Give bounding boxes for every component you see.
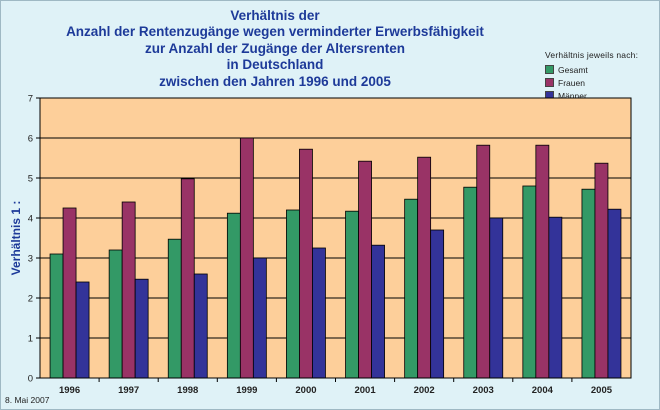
- y-axis-label: Verhältnis 1 :: [9, 201, 23, 276]
- bar-maenner-2005: [607, 208, 622, 379]
- x-tick-label: 1998: [177, 385, 198, 396]
- legend-label-frauen: Frauen: [558, 77, 585, 88]
- bar-gesamt-1997: [108, 249, 123, 379]
- legend-label-maenner: Männer: [558, 90, 587, 101]
- x-tick-label: 2001: [354, 385, 376, 396]
- title-line-2: Anzahl der Rentenzugänge wegen verminder…: [66, 24, 484, 40]
- date-footer: 8. Mai 2007: [5, 395, 50, 405]
- title-line-5: zwischen den Jahren 1996 und 2005: [159, 73, 391, 89]
- x-tick-label: 2003: [473, 385, 494, 396]
- bar-maenner-1996: [75, 281, 90, 379]
- legend-entry-gesamt: Gesamt: [545, 63, 655, 76]
- title-line-1: Verhältnis der: [230, 8, 320, 23]
- title-line-3: zur Anzahl der Zugänge der Altersrenten: [144, 40, 406, 56]
- legend-heading: Verhältnis jeweils nach:: [545, 50, 639, 60]
- x-tick-label: 2005: [591, 385, 613, 396]
- y-tick-label: 2: [28, 294, 33, 305]
- y-tick-label: 5: [28, 174, 33, 185]
- legend-swatch-gesamt: [545, 65, 554, 74]
- bar-frauen-1998: [180, 178, 195, 379]
- bar-gesamt-1998: [167, 238, 182, 379]
- chart-title: Verhältnis der Anzahl der Rentenzugänge …: [60, 8, 490, 90]
- bar-gesamt-2005: [581, 188, 596, 379]
- bar-gesamt-2002: [404, 198, 419, 379]
- bar-gesamt-2001: [345, 210, 359, 379]
- bar-frauen-2002: [417, 156, 432, 379]
- legend-entry-frauen: Frauen: [545, 76, 655, 89]
- bar-gesamt-2004: [522, 185, 537, 379]
- bar-gesamt-1996: [49, 253, 64, 379]
- x-tick-label: 1997: [118, 385, 139, 396]
- x-tick-label: 1999: [236, 385, 257, 396]
- x-tick-label: 2002: [414, 385, 435, 396]
- bar-gesamt-2003: [463, 186, 478, 379]
- bar-frauen-2000: [299, 148, 313, 379]
- bar-frauen-1999: [239, 137, 254, 379]
- x-tick-labels: 1996 1997 1998 1999 2000 2001 2002 2003 2004 2005: [59, 378, 613, 396]
- bar-frauen-1997: [121, 201, 136, 379]
- bar-maenner-2004: [548, 216, 563, 379]
- y-tick-label: 1: [28, 334, 33, 345]
- legend-label-gesamt: Gesamt: [558, 64, 588, 75]
- legend-swatch-frauen: [545, 78, 554, 87]
- x-tick-label: 2004: [532, 385, 554, 396]
- y-tick-label: 6: [28, 134, 33, 145]
- bar-frauen-2005: [594, 162, 609, 379]
- bar-maenner-2001: [371, 244, 385, 379]
- y-tick-label: 3: [28, 254, 33, 265]
- bar-maenner-2000: [312, 247, 326, 379]
- y-tick-labels: 0 1 2 3 4 5 6 7: [28, 94, 33, 385]
- bar-frauen-1996: [62, 207, 77, 379]
- bar-frauen-2001: [358, 160, 372, 379]
- bar-maenner-1999: [252, 257, 267, 379]
- bars: [49, 137, 622, 379]
- bar-maenner-2003: [489, 217, 504, 379]
- bar-gesamt-1999: [226, 212, 241, 379]
- legend: Verhältnis jeweils nach: Gesamt Frauen M…: [545, 50, 655, 102]
- y-tick-label: 7: [28, 94, 33, 105]
- y-tick-label: 0: [28, 374, 33, 385]
- x-tick-label: 1996: [59, 385, 80, 396]
- bar-gesamt-2000: [286, 209, 300, 379]
- y-tick-label: 4: [28, 214, 33, 225]
- x-tick-label: 2000: [295, 385, 316, 396]
- bar-frauen-2004: [535, 144, 550, 379]
- bar-maenner-2002: [430, 229, 445, 379]
- title-line-4: in Deutschland: [226, 57, 324, 73]
- bar-frauen-2003: [476, 144, 491, 379]
- bar-maenner-1997: [134, 278, 149, 379]
- bar-maenner-1998: [193, 273, 208, 379]
